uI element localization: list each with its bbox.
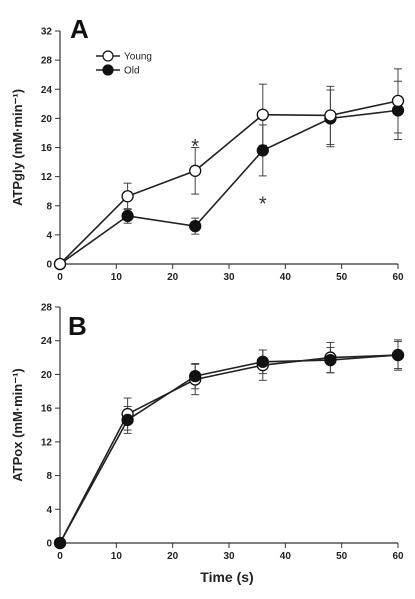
- data-point-young: [391, 94, 405, 108]
- y-axis-label: ATPox (mM·min⁻¹): [10, 368, 25, 482]
- x-tick-label: 20: [167, 272, 179, 283]
- x-tick-label: 10: [111, 272, 123, 283]
- x-tick-label: 30: [223, 272, 235, 283]
- data-point-young: [189, 164, 202, 177]
- data-point-old: [391, 348, 405, 362]
- legend: Young Old: [96, 50, 152, 77]
- significance-asterisk: *: [191, 136, 199, 158]
- significance-asterisk: *: [259, 193, 267, 215]
- x-tick-label: 50: [336, 272, 348, 283]
- y-tick-label: 8: [46, 201, 52, 212]
- y-axis-label: ATPgly (mM·min⁻¹): [10, 89, 25, 206]
- series-line-young: [59, 100, 399, 265]
- data-point-old: [324, 353, 337, 367]
- x-tick-label: 50: [336, 551, 348, 562]
- y-tick-label: 0: [46, 260, 52, 271]
- panel-letter: A: [70, 14, 89, 44]
- data-point-young: [53, 257, 67, 271]
- data-point-old: [53, 536, 67, 550]
- series-line-young: [59, 354, 399, 544]
- y-tick-label: 12: [41, 437, 53, 448]
- y-tick-label: 20: [41, 370, 53, 381]
- y-tick-label: 16: [41, 143, 53, 154]
- x-tick-label: 10: [111, 551, 123, 562]
- data-point-young: [324, 109, 337, 122]
- x-tick-label: 30: [223, 551, 235, 562]
- x-tick-label: 40: [280, 272, 292, 283]
- data-point-old: [121, 413, 134, 427]
- y-tick-label: 28: [41, 303, 53, 314]
- data-point-old: [121, 209, 134, 223]
- data-point-old: [189, 369, 202, 383]
- x-tick-label: 0: [57, 551, 63, 562]
- legend-marker-old: [102, 64, 114, 76]
- chart-panel-a: 0 4 8 12 16 20 24 28 32 0 10 20 30 40 50 60 ATPgly (mM·m…: [10, 14, 405, 283]
- legend-marker-young: [102, 50, 114, 62]
- data-point-old: [189, 219, 202, 233]
- series-line-old: [59, 109, 399, 265]
- legend-label-young: Young: [124, 52, 152, 63]
- y-tick-label: 20: [41, 114, 53, 125]
- y-tick-label: 16: [41, 404, 53, 415]
- x-tick-label: 20: [167, 551, 179, 562]
- data-point-old: [256, 355, 269, 368]
- series-line-old: [59, 354, 399, 544]
- x-axis-label: Time (s): [200, 569, 253, 585]
- data-point-young: [256, 108, 269, 121]
- y-tick-label: 32: [41, 27, 53, 38]
- data-point-old: [256, 144, 269, 157]
- data-point-young: [121, 190, 134, 203]
- y-tick-label: 0: [46, 539, 52, 550]
- chart-panel-b: 0 4 8 12 16 20 24 28 0 10 20 30 40 50 60 ATPox (mM·min⁻…: [10, 303, 405, 585]
- x-tick-label: 0: [57, 272, 63, 283]
- y-tick-label: 12: [41, 172, 53, 183]
- panel-letter: B: [68, 311, 87, 341]
- y-tick-label: 28: [41, 56, 53, 67]
- x-tick-label: 40: [280, 551, 292, 562]
- legend-label-old: Old: [124, 66, 140, 77]
- y-tick-label: 4: [46, 230, 52, 241]
- y-tick-label: 24: [41, 336, 53, 347]
- y-tick-label: 4: [46, 505, 52, 516]
- x-tick-label: 60: [392, 551, 404, 562]
- y-tick-label: 24: [41, 85, 53, 96]
- x-tick-label: 60: [392, 272, 404, 283]
- y-tick-label: 8: [46, 471, 52, 482]
